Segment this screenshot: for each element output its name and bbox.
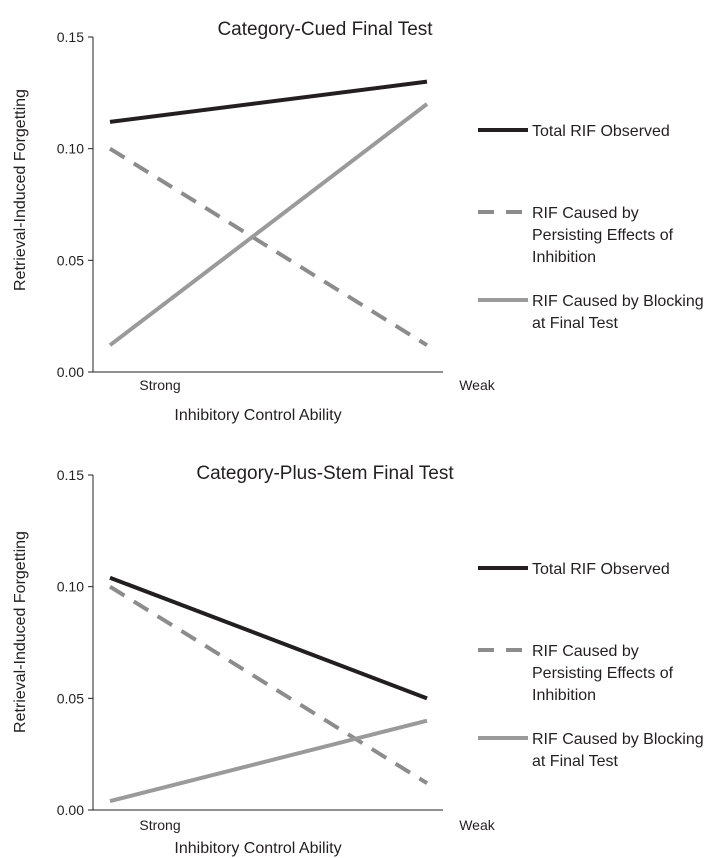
series-line-rif-caused-by-persisting-effects-of-inhibition [108,584,429,785]
legend: Total RIF Observed RIF Caused by Persistin… [478,123,704,332]
ticks: 0.00 0.05 0.10 0.15 Strong Weak [57,29,496,393]
chart-title: Category-Cued Final Test [217,19,433,40]
legend-label: RIF Caused by [532,643,639,660]
y-tick-label: 0.15 [57,29,84,45]
y-tick-label: 0.05 [57,690,84,706]
y-tick-label: 0.05 [57,252,84,268]
x-tick-label-weak: Weak [459,377,496,393]
axes [92,475,443,811]
y-axis-label: Retrieval-Induced Forgetting [12,89,29,291]
legend-label: Persisting Effects of [532,227,674,244]
series-lines [108,575,429,804]
axes [92,37,443,373]
legend-label: RIF Caused by [532,205,639,222]
series-lines [108,79,429,347]
chart-panel-category-plus-stem: Category-Plus-Stem Final Test Retrieval-… [12,463,704,857]
y-tick-label: 0.10 [57,141,84,157]
legend-label: Total RIF Observed [532,123,670,140]
ticks: 0.00 0.05 0.10 0.15 Strong Weak [57,467,496,833]
legend-label: Inhibition [532,249,596,266]
legend-label: Inhibition [532,687,596,704]
x-tick-label-weak: Weak [459,817,496,833]
legend: Total RIF Observed RIF Caused by Persistin… [478,561,704,770]
y-tick-label: 0.00 [57,364,84,380]
series-line-rif-caused-by-blocking-at-final-test [108,102,429,347]
legend-label: RIF Caused by Blocking [532,731,704,748]
legend-label: at Final Test [532,753,619,770]
x-axis-label: Inhibitory Control Ability [174,840,341,857]
chart-panel-category-cued: Category-Cued Final Test Retrieval-Induc… [12,19,704,424]
series-line-total-rif-observed [109,79,428,124]
y-tick-label: 0.15 [57,467,84,483]
series-line-total-rif-observed [109,575,428,701]
y-tick-label: 0.10 [57,579,84,595]
series-line-rif-caused-by-persisting-effects-of-inhibition [108,146,429,347]
legend-label: Persisting Effects of [532,665,674,682]
series-line-rif-caused-by-blocking-at-final-test [109,718,428,804]
x-axis-label: Inhibitory Control Ability [174,407,341,424]
legend-label: Total RIF Observed [532,561,670,578]
chart-title: Category-Plus-Stem Final Test [196,463,454,484]
legend-label: RIF Caused by Blocking [532,293,704,310]
y-axis-label: Retrieval-Induced Forgetting [12,531,29,733]
x-tick-label-strong: Strong [139,817,180,833]
legend-label: at Final Test [532,315,619,332]
y-tick-label: 0.00 [57,802,84,818]
x-tick-label-strong: Strong [139,377,180,393]
